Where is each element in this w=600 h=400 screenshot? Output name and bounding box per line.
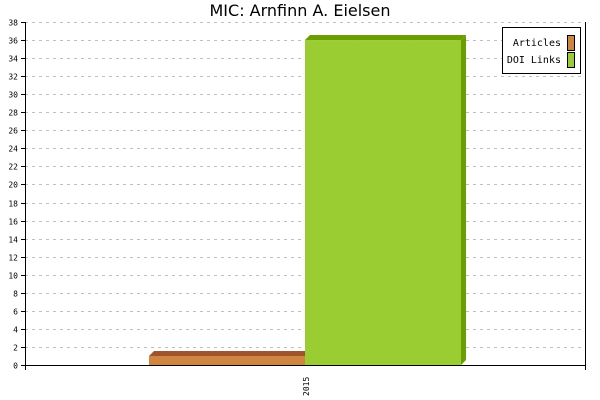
bars xyxy=(149,35,466,365)
y-tick-label: 38 xyxy=(8,19,18,28)
bar-top xyxy=(305,35,466,41)
legend-swatch xyxy=(567,35,575,51)
legend-swatch xyxy=(567,52,575,68)
bar-top xyxy=(149,350,310,356)
y-tick-label: 6 xyxy=(13,308,18,317)
y-tick-label: 10 xyxy=(8,272,18,281)
y-tick-label: 32 xyxy=(8,73,18,82)
chart-title: MIC: Arnfinn A. Eielsen xyxy=(210,1,391,20)
y-tick-label: 26 xyxy=(8,127,18,136)
y-tick-label: 24 xyxy=(8,145,18,154)
bar-side xyxy=(461,35,466,365)
y-tick-label: 30 xyxy=(8,91,18,100)
x-tick-label: 2015 xyxy=(302,377,311,396)
y-tick-label: 18 xyxy=(8,200,18,209)
y-tick-label: 14 xyxy=(8,236,18,245)
y-tick-label: 12 xyxy=(8,254,18,263)
y-tick-label: 2 xyxy=(13,344,18,353)
y-tick-label: 0 xyxy=(13,362,18,371)
bar xyxy=(305,40,461,365)
legend-label: DOI Links xyxy=(507,55,561,66)
y-tick-label: 4 xyxy=(13,326,18,335)
y-tick-label: 28 xyxy=(8,109,18,118)
y-tick-label: 8 xyxy=(13,290,18,299)
y-tick-label: 34 xyxy=(8,55,18,64)
y-tick-label: 16 xyxy=(8,218,18,227)
y-tick-label: 22 xyxy=(8,163,18,172)
bar xyxy=(149,355,305,365)
legend: Articles DOI Links xyxy=(502,27,581,74)
legend-label: Articles xyxy=(513,38,561,49)
y-tick-label: 20 xyxy=(8,181,18,190)
y-tick-label: 36 xyxy=(8,37,18,46)
